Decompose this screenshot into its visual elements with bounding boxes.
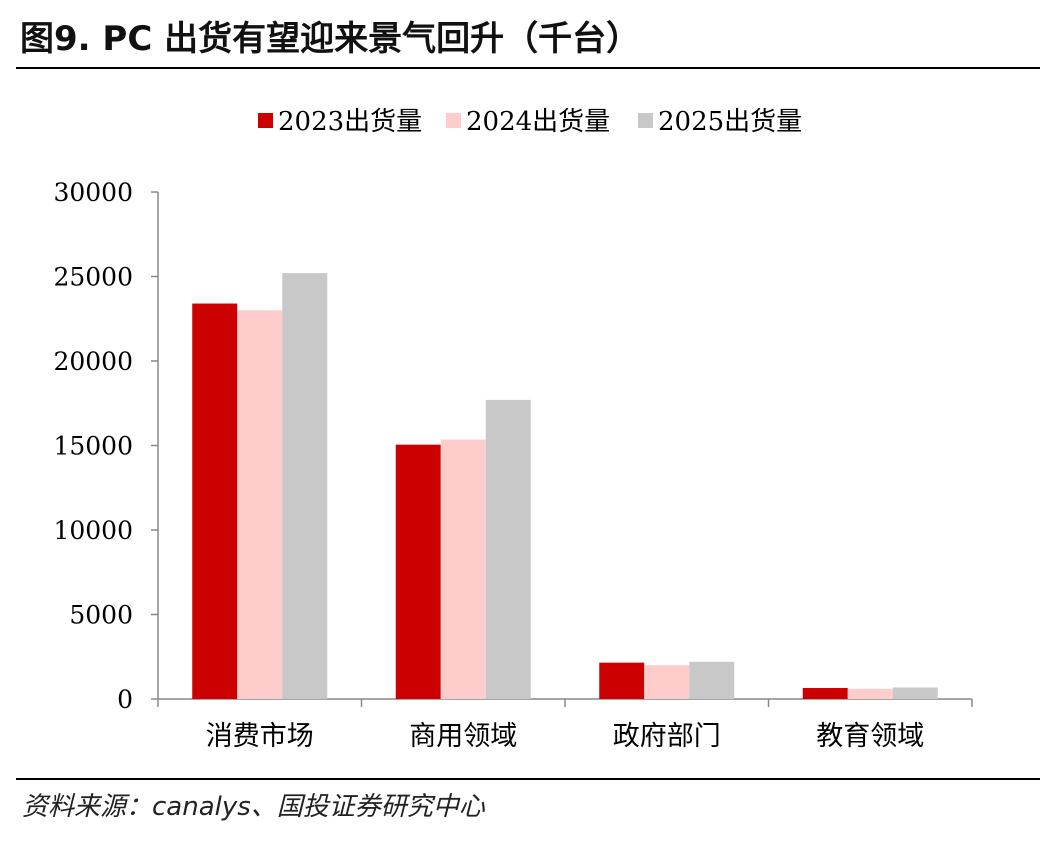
bar-1-3	[599, 662, 645, 699]
bar-2-3	[644, 665, 690, 699]
y-tick-label: 0	[117, 685, 133, 714]
bar-2-2	[440, 439, 486, 699]
bar-3-2	[485, 399, 531, 699]
title-divider	[16, 67, 1040, 69]
x-category-label: 教育领域	[816, 721, 924, 752]
y-tick-label: 5000	[69, 601, 133, 630]
bar-3-1	[282, 273, 328, 699]
chart-title: 图9. PC 出货有望迎来景气回升（千台）	[20, 19, 641, 59]
bar-1-4	[802, 688, 848, 699]
legend-swatch-3	[638, 113, 653, 128]
bar-2-4	[847, 688, 893, 699]
legend-swatch-2	[446, 113, 461, 128]
bar-1-1	[192, 303, 238, 699]
y-tick-label: 30000	[53, 178, 133, 207]
legend-label-2: 2024出货量	[466, 107, 610, 137]
y-tick-label: 10000	[53, 516, 133, 545]
legend-swatch-1	[258, 113, 273, 128]
x-category-label: 消费市场	[206, 721, 314, 752]
x-category-label: 政府部门	[613, 721, 721, 752]
y-tick-label: 20000	[53, 347, 133, 376]
bar-3-4	[892, 687, 938, 699]
bar-3-3	[689, 661, 735, 699]
bar-1-2	[395, 444, 441, 699]
x-category-label: 商用领域	[409, 721, 517, 752]
source-divider	[16, 778, 1040, 780]
y-tick-label: 15000	[53, 432, 133, 461]
bar-2-1	[237, 310, 283, 699]
legend-label-3: 2025出货量	[658, 107, 802, 137]
y-tick-label: 25000	[53, 263, 133, 292]
legend-label-1: 2023出货量	[278, 107, 422, 137]
source-note: 资料来源：canalys、国投证券研究中心	[22, 792, 485, 822]
